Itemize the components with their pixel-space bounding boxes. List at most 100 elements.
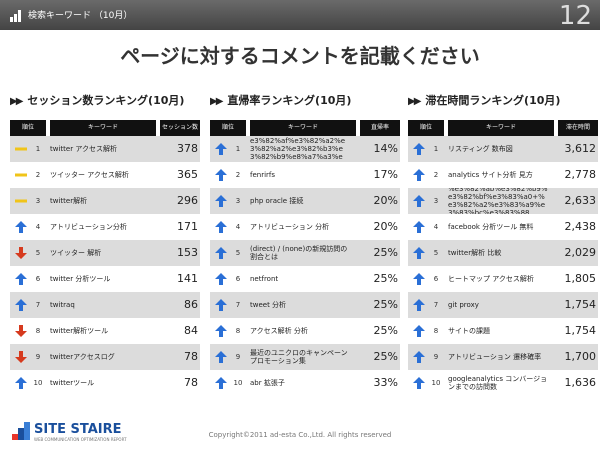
rank-cell: 3: [35, 197, 41, 205]
value-cell: 1,700: [564, 350, 597, 363]
value-cell: 20%: [373, 194, 398, 207]
slide-title: 検索キーワード （10月）: [28, 11, 133, 21]
column-header: 順位: [10, 120, 46, 136]
table-row: 10 googleanalytics コンバージョンまでの訪問数 1,636: [408, 370, 598, 396]
rank-cell: 9: [235, 353, 241, 361]
keyword-cell: アクセス解析 分析: [250, 327, 308, 335]
double-arrow-icon: ▶▶: [408, 96, 421, 107]
value-cell: 17%: [373, 168, 398, 181]
rank-cell: 4: [35, 223, 41, 231]
trend-up-icon: [215, 377, 227, 389]
panel-title-text: 直帰率ランキング(10月): [227, 94, 352, 107]
keyword-cell: netfront: [250, 275, 279, 283]
trend-up-icon: [215, 299, 227, 311]
table-row: 8 アクセス解析 分析 25%: [210, 318, 400, 344]
trend-up-icon: [15, 221, 27, 233]
value-cell: 2,438: [564, 220, 597, 233]
rank-cell: 6: [235, 275, 241, 283]
rank-cell: 8: [35, 327, 41, 335]
value-cell: 2,633: [564, 194, 597, 207]
trend-up-icon: [413, 169, 425, 181]
rank-cell: 1: [35, 145, 41, 153]
column-header: 滞在時間: [558, 120, 598, 136]
trend-up-icon: [413, 325, 425, 337]
table-row: 8 twitter解析ツール 84: [10, 318, 200, 344]
slide-header-bar: 検索キーワード （10月） 12: [0, 0, 600, 31]
table-row: 6 twitter 分析ツール 141: [10, 266, 200, 292]
table-row: 7 git proxy 1,754: [408, 292, 598, 318]
staire-logo-icon: [12, 422, 30, 440]
keyword-cell: twitter解析ツール: [50, 327, 109, 335]
rank-cell: 1: [433, 145, 439, 153]
trend-down-icon: [15, 325, 27, 337]
keyword-cell: リスティング 数布図: [448, 145, 513, 153]
rank-cell: 9: [35, 353, 41, 361]
trend-up-icon: [15, 273, 27, 285]
trend-up-icon: [413, 195, 425, 207]
value-cell: 25%: [373, 298, 398, 311]
table-row: 2 fenrirfs 17%: [210, 162, 400, 188]
trend-up-icon: [215, 351, 227, 363]
table-row: 2 analytics サイト分析 見方 2,778: [408, 162, 598, 188]
keyword-cell: twitterツール: [50, 379, 95, 387]
keyword-cell: twitter解析 比較: [448, 249, 502, 257]
value-cell: 84: [184, 324, 198, 337]
table-row: 4 facebook 分析ツール 無料 2,438: [408, 214, 598, 240]
value-cell: 86: [184, 298, 198, 311]
value-cell: 25%: [373, 272, 398, 285]
keyword-cell: analytics サイト分析 見方: [448, 171, 533, 179]
trend-flat-icon: [15, 173, 27, 177]
rank-cell: 7: [235, 301, 241, 309]
logo-tagline: WEB COMMUNICATION OPTIMIZATION REPORT: [34, 437, 127, 442]
value-cell: 25%: [373, 246, 398, 259]
table-row: 10 abr 拡張子 33%: [210, 370, 400, 396]
rank-cell: 2: [433, 171, 439, 179]
value-cell: 25%: [373, 324, 398, 337]
value-cell: 33%: [373, 376, 398, 389]
rank-cell: 7: [433, 301, 439, 309]
keyword-cell: (direct) / (none)の新規訪問の割合とは: [250, 245, 348, 261]
table-row: 9 最近のユニクロのキャンペーンプロモーション集 25%: [210, 344, 400, 370]
table-row: 5 (direct) / (none)の新規訪問の割合とは 25%: [210, 240, 400, 266]
panel-title-text: セッション数ランキング(10月): [27, 94, 185, 107]
keyword-cell: 最近のユニクロのキャンペーンプロモーション集: [250, 349, 348, 365]
value-cell: 296: [177, 194, 198, 207]
keyword-cell: tweet 分析: [250, 301, 287, 309]
keyword-cell: twitterアクセスログ: [50, 353, 115, 361]
panel-title-text: 滞在時間ランキング(10月): [425, 94, 561, 107]
trend-flat-icon: [15, 147, 27, 151]
logo-name: SITE STAIRE: [34, 422, 122, 437]
value-cell: 25%: [373, 350, 398, 363]
table-row: 7 twitraq 86: [10, 292, 200, 318]
keyword-cell: facebook 分析ツール 無料: [448, 223, 534, 231]
keyword-cell: twitraq: [50, 301, 75, 309]
table-row: 3 php oracle 接続 20%: [210, 188, 400, 214]
table-row: 1 %e3%82%a3%e3%82%a2%e3%82%af%e3%82%a2%e3…: [210, 136, 400, 162]
trend-up-icon: [215, 273, 227, 285]
value-cell: 1,636: [564, 376, 597, 389]
value-cell: 2,029: [564, 246, 597, 259]
value-cell: 153: [177, 246, 198, 259]
column-header: キーワード: [448, 120, 554, 136]
keyword-cell: アトリビューション分析: [50, 223, 127, 231]
column-header: 順位: [408, 120, 444, 136]
table-row: 9 twitterアクセスログ 78: [10, 344, 200, 370]
trend-up-icon: [215, 325, 227, 337]
value-cell: 3,612: [564, 142, 597, 155]
table-row: 9 アトリビューション 遷移確率 1,700: [408, 344, 598, 370]
keyword-cell: ヒートマップ アクセス解析: [448, 275, 534, 283]
column-header: キーワード: [250, 120, 356, 136]
value-cell: 20%: [373, 220, 398, 233]
trend-up-icon: [413, 247, 425, 259]
rank-cell: 9: [433, 353, 439, 361]
keyword-cell: アトリビューション 遷移確率: [448, 353, 542, 361]
rank-cell: 3: [433, 197, 439, 205]
keyword-cell: アトリビューション 分析: [250, 223, 330, 231]
rank-cell: 4: [235, 223, 241, 231]
trend-up-icon: [413, 143, 425, 155]
panel-title: ▶▶ 直帰率ランキング(10月): [210, 92, 400, 112]
value-cell: 1,754: [564, 298, 597, 311]
trend-up-icon: [413, 273, 425, 285]
keyword-cell: サイトの課題: [448, 327, 490, 335]
keyword-cell: twitter アクセス解析: [50, 145, 117, 153]
